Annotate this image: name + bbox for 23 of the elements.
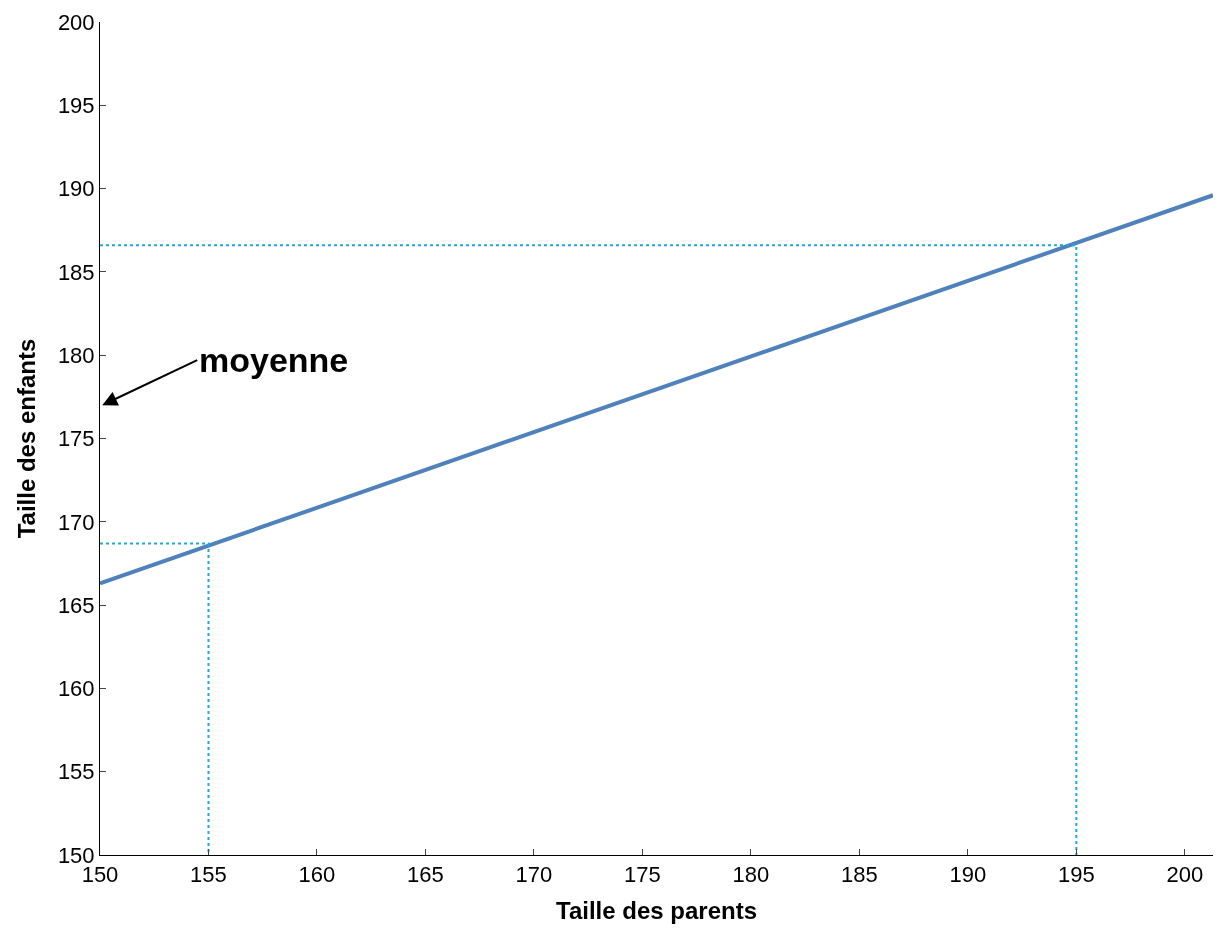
y-tick-label: 190 <box>57 176 95 202</box>
x-tick-label: 175 <box>624 862 661 888</box>
y-tick-label: 200 <box>57 9 95 35</box>
x-tick-label: 155 <box>190 862 227 888</box>
x-tick-label: 180 <box>732 862 770 888</box>
x-tick-label: 170 <box>515 862 553 888</box>
annotation: moyenne <box>199 341 349 379</box>
y-tick-label: 195 <box>57 93 95 118</box>
x-tick-label: 200 <box>1166 862 1204 888</box>
y-tick-label: 180 <box>57 342 95 368</box>
y-tick-label: 165 <box>57 592 95 618</box>
x-axis-title: Taille des parents <box>556 896 757 924</box>
y-tick-label: 175 <box>57 426 95 452</box>
y-tick-label: 160 <box>57 676 95 702</box>
y-tick-label: 170 <box>57 509 95 535</box>
y-axis-title: Taille des enfants <box>12 338 40 539</box>
x-tick-label: 185 <box>841 862 878 888</box>
x-tick-label: 165 <box>407 862 444 888</box>
y-tick-label: 155 <box>57 759 95 785</box>
x-tick-label: 190 <box>949 862 987 888</box>
x-tick-label: 195 <box>1057 862 1095 888</box>
x-tick-label: 160 <box>298 862 336 888</box>
y-tick-label: 185 <box>57 259 95 285</box>
